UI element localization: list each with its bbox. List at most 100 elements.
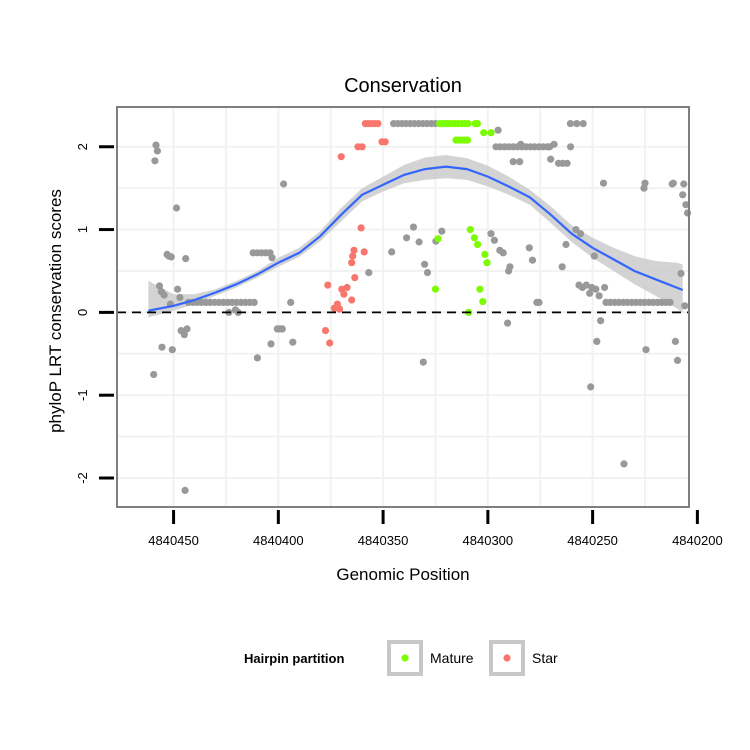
point-star [340,290,348,298]
point-star [348,296,356,304]
point-other [599,179,608,187]
legend-title: Hairpin partition [244,651,344,666]
point-other [562,240,570,249]
point-other [677,269,685,278]
point-other [287,298,295,306]
y-axis-label: phyloP LRT conservation scores [46,189,65,433]
point-other [438,227,446,235]
point-other [509,158,517,166]
point-star [357,224,365,232]
point-other [671,337,680,345]
point-mature [466,226,474,234]
point-other [388,248,396,256]
point-other [174,285,182,293]
point-other [268,254,276,262]
point-other [267,340,275,348]
point-other [587,383,595,391]
point-star [326,339,334,347]
point-star [349,252,357,260]
point-star [360,248,368,256]
legend-label-mature: Mature [430,650,474,666]
point-other [586,289,594,297]
x-tick-label: 4840250 [567,533,618,548]
legend-dot-star [503,654,511,662]
point-star [354,143,362,151]
point-other [250,298,258,306]
point-other [516,158,524,166]
point-other [423,269,432,277]
point-other [289,338,297,346]
point-other [168,346,176,354]
point-other [620,460,628,468]
point-other [517,140,525,148]
point-other [679,191,687,199]
point-other [642,346,650,354]
point-mature [473,120,481,128]
point-other [593,337,601,345]
point-other [579,120,587,128]
data-points [150,120,692,494]
point-other [499,249,507,257]
point-other [582,281,590,289]
point-other [153,147,161,155]
point-other [601,283,609,292]
point-other [494,126,502,134]
point-other [592,285,600,293]
point-mature [431,285,440,293]
point-mature [434,235,442,243]
point-other [182,255,190,263]
point-star [343,283,351,292]
point-other [641,179,649,187]
point-mature [481,250,489,258]
point-other [160,291,168,299]
x-tick-label: 4840200 [672,533,723,548]
point-star [335,305,344,313]
x-tick-label: 4840400 [253,533,304,548]
point-other [155,282,164,290]
point-other [683,209,692,217]
point-other [550,140,558,148]
point-other [572,226,580,234]
point-star [337,153,345,161]
point-other [680,180,688,188]
point-other [547,155,555,163]
x-axis-label: Genomic Position [336,565,469,584]
point-star [324,281,332,289]
x-tick-label: 4840350 [358,533,409,548]
point-other [365,269,373,277]
point-other [573,120,581,128]
point-other [682,201,690,209]
y-tick-label: 2 [75,143,90,150]
point-other [181,486,189,494]
point-other [506,263,514,271]
legend-label-star: Star [532,650,558,666]
point-other [590,252,598,260]
point-star [321,327,330,335]
point-mature [463,136,472,144]
point-mature [479,298,487,306]
x-tick-label: 4840300 [463,533,514,548]
y-tick-label: -2 [75,472,90,484]
point-other [666,298,674,306]
point-other [563,159,571,167]
point-other [525,244,533,252]
point-other [528,256,537,264]
point-other [278,325,286,333]
point-other [681,302,689,310]
plot-panel-border [116,106,690,508]
point-other [172,204,181,212]
point-other [487,230,495,238]
point-other [151,157,159,165]
point-mature [470,234,478,242]
point-other [595,292,603,300]
point-mature [483,259,491,267]
point-star [378,138,386,146]
point-other [419,358,427,366]
point-other [558,263,566,271]
point-other [176,293,184,302]
point-other [673,356,682,364]
point-other [253,354,261,362]
point-mature [464,120,472,128]
point-mature [480,129,488,137]
point-other [167,253,175,261]
